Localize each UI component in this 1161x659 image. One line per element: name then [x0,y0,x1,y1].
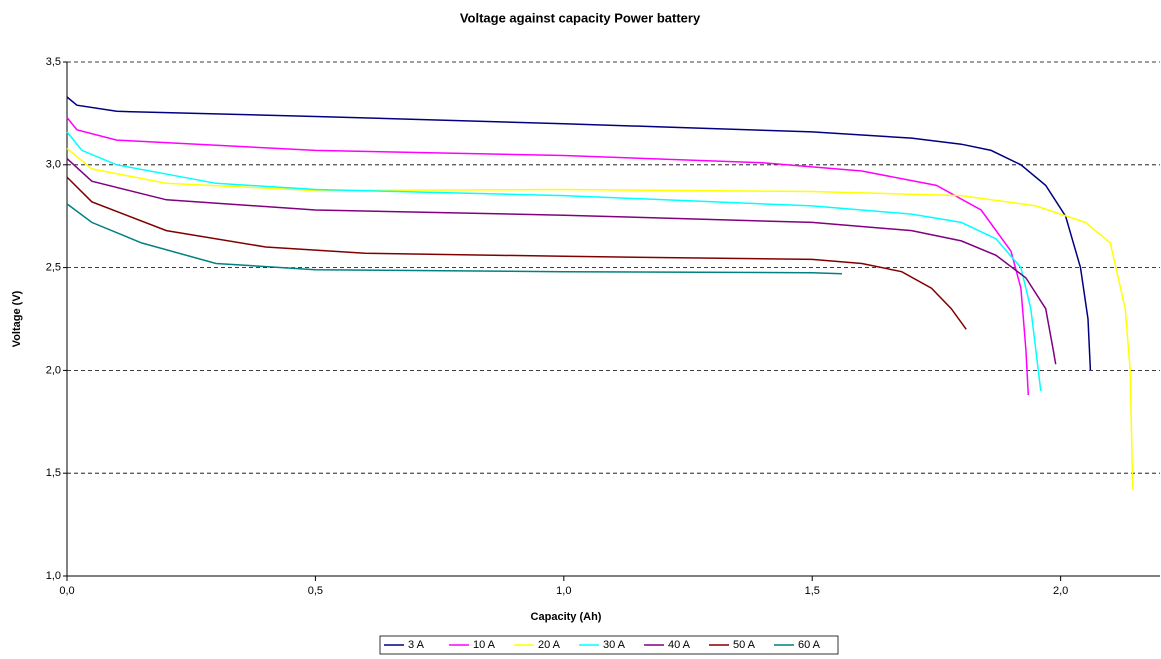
legend-box [379,635,839,655]
legend-label: 40 A [668,639,691,651]
x-tick-label: 1,5 [805,585,820,597]
x-tick-label: 2,0 [1053,585,1068,597]
series-line [66,96,1092,371]
x-tick-label: 0,0 [59,585,74,597]
series-line [66,203,843,275]
y-tick-label: 1,5 [46,467,61,479]
series-line [66,147,1134,490]
legend-label: 10 A [473,639,496,651]
legend-label: 20 A [538,639,561,651]
x-axis-label: Capacity (Ah) [531,611,602,623]
legend-label: 60 A [798,639,821,651]
series-line [66,176,967,330]
y-tick-label: 3,5 [46,56,61,68]
series-line [66,131,1042,392]
y-axis-label: Voltage (V) [11,290,23,347]
y-tick-label: 3,0 [46,159,61,171]
chart-title: Voltage against capacity Power battery [460,10,701,25]
y-tick-label: 2,0 [46,364,61,376]
x-tick-label: 1,0 [556,585,571,597]
legend-label: 50 A [733,639,756,651]
series-line [66,117,1030,396]
legend-label: 30 A [603,639,626,651]
legend-label: 3 A [408,639,425,651]
y-tick-label: 2,5 [46,262,61,274]
y-tick-label: 1,0 [46,570,61,582]
x-tick-label: 0,5 [308,585,323,597]
series-line [66,158,1057,365]
